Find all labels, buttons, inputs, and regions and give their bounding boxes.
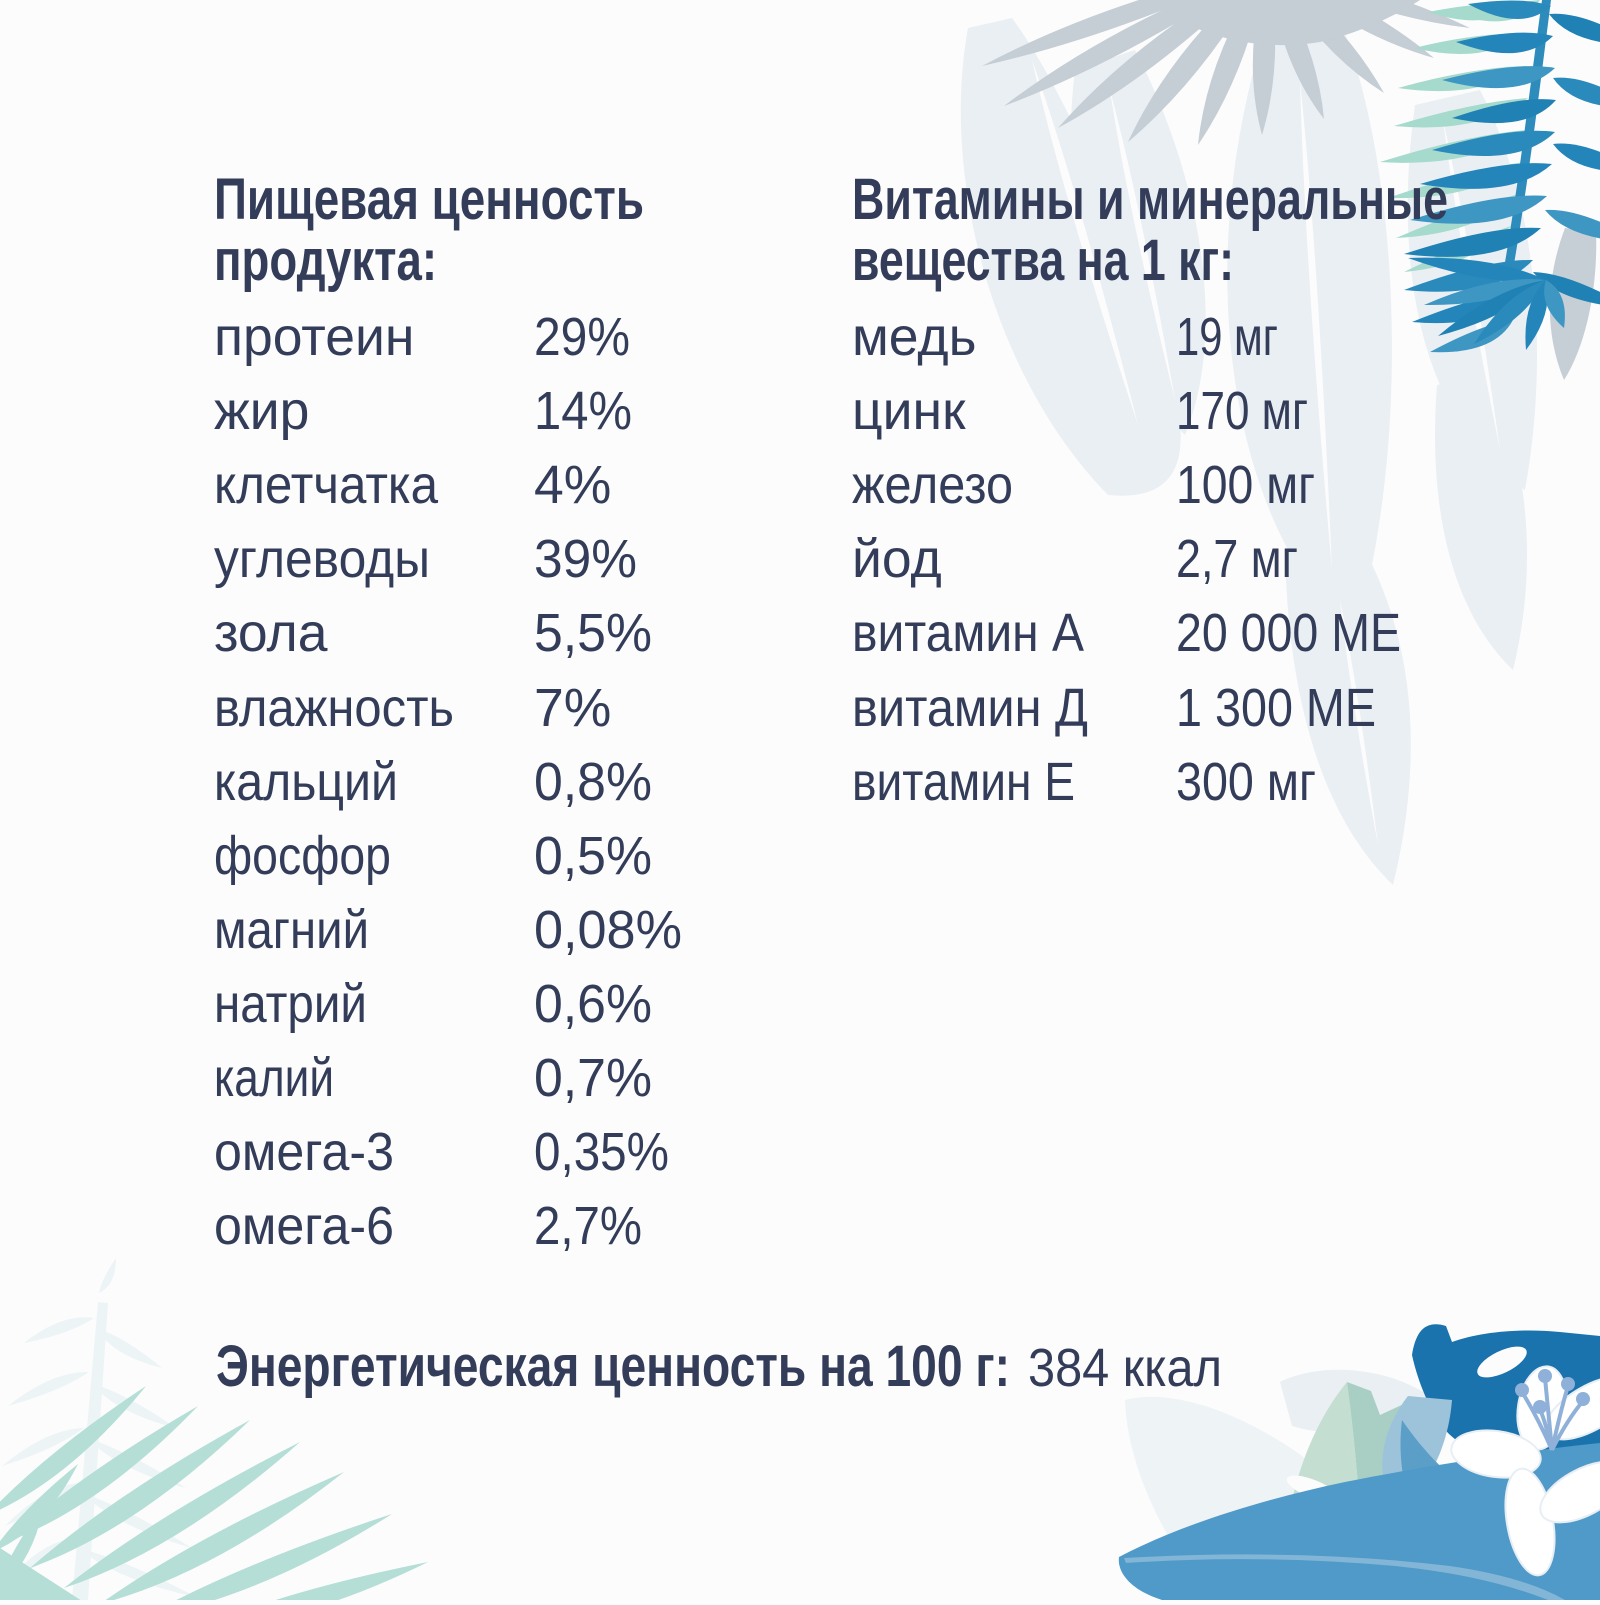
svg-text:кальций: кальций [214,753,398,812]
svg-text:4%: 4% [534,456,611,515]
svg-text:0,35%: 0,35% [534,1123,669,1182]
svg-text:клетчатка: клетчатка [214,456,438,515]
svg-text:цинк: цинк [852,382,966,441]
svg-text:витамин А: витамин А [852,604,1084,663]
svg-text:жир: жир [214,382,309,441]
svg-text:39%: 39% [534,530,637,589]
svg-text:0,6%: 0,6% [534,975,652,1034]
svg-text:натрий: натрий [214,975,367,1034]
svg-text:углеводы: углеводы [214,530,430,589]
svg-text:железо: железо [852,456,1013,515]
svg-text:29%: 29% [534,308,630,367]
svg-text:0,8%: 0,8% [534,753,652,812]
svg-text:1 300 МЕ: 1 300 МЕ [1176,679,1376,738]
svg-text:14%: 14% [534,382,632,441]
svg-text:384 ккал: 384 ккал [1028,1339,1222,1398]
svg-text:7%: 7% [534,679,611,738]
svg-text:магний: магний [214,901,369,960]
svg-text:300 мг: 300 мг [1176,753,1316,812]
svg-text:Энергетическая ценность на 100: Энергетическая ценность на 100 г: [216,1334,1010,1399]
svg-text:йод: йод [852,530,942,589]
svg-text:Витамины и минеральные: Витамины и минеральные [852,167,1448,232]
svg-text:вещества на 1 кг:: вещества на 1 кг: [852,228,1234,293]
svg-text:5,5%: 5,5% [534,604,652,663]
svg-text:100 мг: 100 мг [1176,456,1315,515]
svg-text:влажность: влажность [214,679,454,738]
svg-text:витамин Д: витамин Д [852,679,1088,738]
svg-text:170 мг: 170 мг [1176,382,1308,441]
svg-text:фосфор: фосфор [214,827,391,886]
svg-text:омега-6: омега-6 [214,1197,394,1256]
svg-text:медь: медь [852,308,976,367]
svg-text:калий: калий [214,1049,334,1108]
svg-text:витамин Е: витамин Е [852,753,1075,812]
svg-text:Пищевая ценность: Пищевая ценность [214,167,644,232]
svg-text:омега-3: омега-3 [214,1123,394,1182]
svg-text:0,5%: 0,5% [534,827,652,886]
svg-text:продукта:: продукта: [214,228,437,293]
svg-text:19 мг: 19 мг [1176,308,1278,367]
svg-text:20 000 МЕ: 20 000 МЕ [1176,604,1401,663]
svg-text:0,7%: 0,7% [534,1049,652,1108]
svg-text:2,7 мг: 2,7 мг [1176,530,1298,589]
svg-text:0,08%: 0,08% [534,901,682,960]
svg-text:2,7%: 2,7% [534,1197,642,1256]
svg-text:зола: зола [214,604,328,663]
svg-text:протеин: протеин [214,308,414,367]
